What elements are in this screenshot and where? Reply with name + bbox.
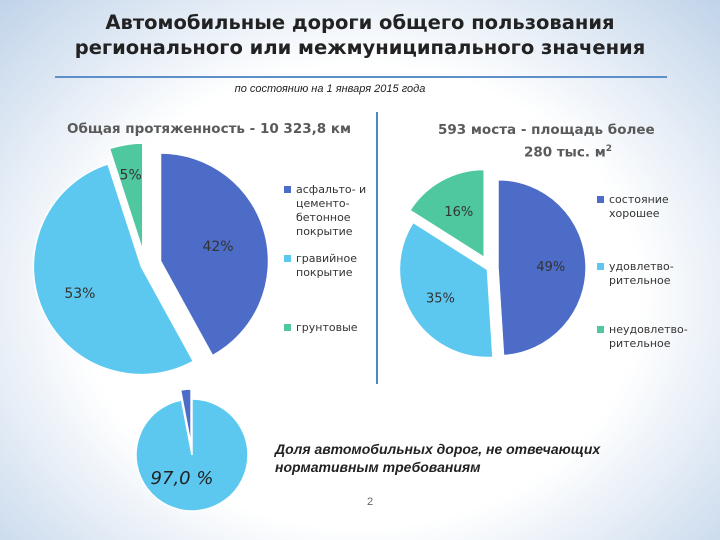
pie-2-slice-1 [179, 388, 192, 446]
legend-1-label-1-line-0: удовлетво- [609, 260, 674, 273]
legend-1-label-2-line-0: неудовлетво- [609, 323, 688, 336]
legend-1-swatch-2 [597, 326, 604, 333]
pie-1-label-1: 35% [426, 291, 455, 306]
legend-1-label-0-line-1: хорошее [609, 207, 660, 220]
legend-0-label-0-line-1: цементо- [296, 197, 350, 210]
chart-2-title-line-2-text: 280 тыс. м [523, 144, 606, 161]
legend-1-swatch-0 [597, 196, 604, 203]
pie-0-slice-1 [32, 162, 195, 376]
pie-0-label-1: 53% [64, 286, 95, 302]
bottom-caption: Доля автомобильных дорог, не отвечающих … [275, 441, 601, 475]
chart-2-title-line-2: 280 тыс. м2 [438, 140, 668, 163]
slide-title: Автомобильные дороги общего пользования … [0, 10, 720, 60]
legend-0-label-1-line-0: гравийное [296, 252, 357, 265]
pie-1-label-0: 49% [536, 260, 565, 275]
legend-1-swatch-1 [597, 263, 604, 270]
chart-2-title: 593 моста - площадь более 280 тыс. м2 [438, 121, 668, 163]
legend-0-label-0-line-2: бетонное [296, 211, 351, 224]
legend-1-label-0-line-0: состояние [609, 193, 669, 206]
title-line-2: регионального или межмуниципального знач… [74, 36, 646, 59]
pie-1-slice-0 [497, 178, 587, 357]
legend-1-label-1-line-1: рительное [609, 274, 671, 287]
legend-0-swatch-2 [284, 324, 291, 331]
chart-2-title-superscript: 2 [605, 144, 612, 154]
subtitle: по состоянию на 1 января 2015 года [234, 83, 426, 95]
legend-0-label-0-line-3: покрытие [296, 225, 353, 238]
vertical-divider [376, 112, 378, 384]
title-line-1: Автомобильные дороги общего пользования [105, 11, 615, 34]
pie-2-slice-0 [135, 398, 249, 512]
legend-0-swatch-1 [284, 255, 291, 262]
pie-0-label-0: 42% [202, 239, 233, 255]
legend-0-label-1-line-1: покрытие [296, 266, 353, 279]
pie-0-label-2: 5% [120, 167, 142, 183]
pie-2-label-0: 97,0 % [151, 468, 214, 489]
page-number: 2 [367, 496, 374, 508]
pie-0-slice-0 [159, 152, 270, 357]
pie-1-label-2: 16% [444, 205, 473, 220]
pie-1-slice-2 [408, 168, 485, 259]
legend-0-swatch-0 [284, 186, 291, 193]
chart-2-title-line-1: 593 моста - площадь более [438, 122, 655, 138]
chart-1-title: Общая протяженность - 10 323,8 км [67, 121, 352, 137]
legend-1-label-2-line-1: рительное [609, 337, 671, 350]
pie-0-slice-2 [108, 142, 144, 252]
title-underline [55, 76, 667, 78]
legend-0-label-0-line-0: асфальто- и [296, 183, 366, 196]
pie-1-slice-1 [398, 221, 494, 359]
legend-0-label-2-line-0: грунтовые [296, 321, 358, 334]
